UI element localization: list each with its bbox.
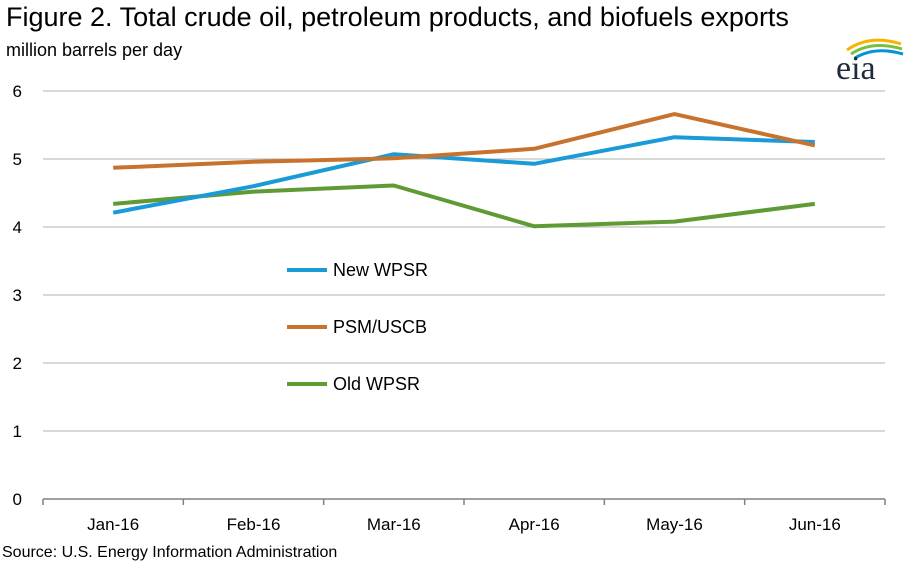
chart-title: Figure 2. Total crude oil, petroleum pro… <box>6 2 789 32</box>
y-tick-label: 5 <box>13 150 22 169</box>
x-tick-label: Apr-16 <box>509 515 560 534</box>
y-tick-label: 6 <box>13 82 22 101</box>
legend-label: PSM/USCB <box>333 317 427 337</box>
y-tick-label: 2 <box>13 354 22 373</box>
x-tick-label: Feb-16 <box>227 515 281 534</box>
x-tick-label: Jun-16 <box>789 515 841 534</box>
eia-logo-icon <box>846 38 904 60</box>
series-line-new-wpsr <box>112 135 815 215</box>
x-tick-label: Mar-16 <box>367 515 421 534</box>
x-tick-label: May-16 <box>646 515 703 534</box>
chart-subtitle: million barrels per day <box>6 40 183 60</box>
series-line-old-wpsr <box>113 183 816 229</box>
y-tick-label: 0 <box>13 490 22 509</box>
y-tick-label: 3 <box>13 286 22 305</box>
legend-label: New WPSR <box>333 260 428 280</box>
x-tick-label: Jan-16 <box>87 515 139 534</box>
y-tick-label: 4 <box>13 218 22 237</box>
series-line-psm-uscb <box>113 112 816 170</box>
y-tick-label: 1 <box>13 422 22 441</box>
legend-label: Old WPSR <box>333 374 420 394</box>
source-note: Source: U.S. Energy Information Administ… <box>2 544 338 561</box>
eia-logo-text: eia <box>836 50 876 87</box>
